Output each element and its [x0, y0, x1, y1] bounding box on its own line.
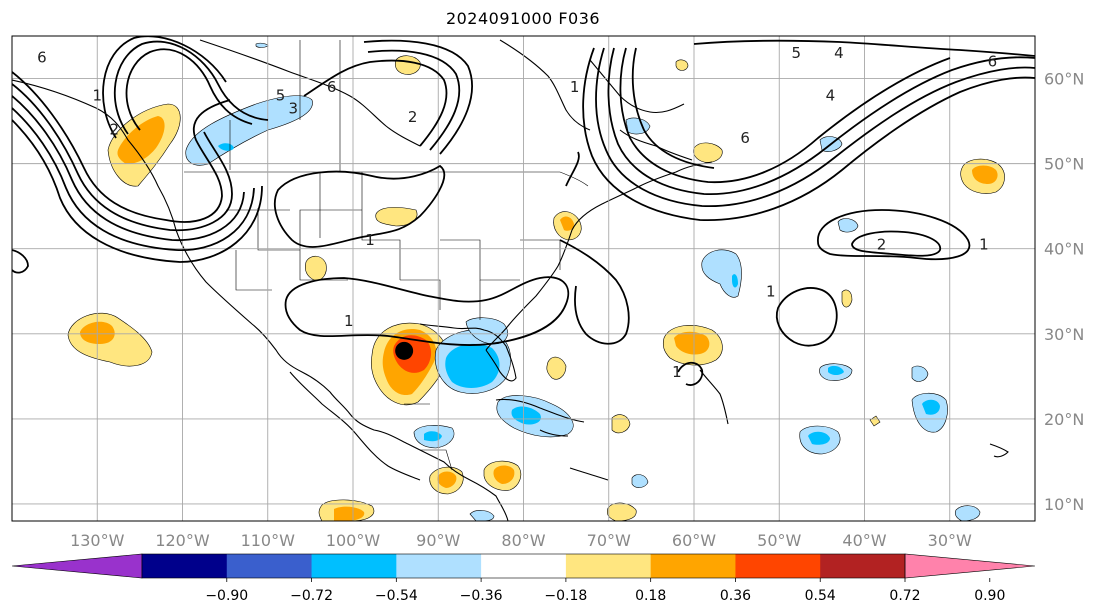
lon-label: 100°W: [326, 531, 381, 550]
lat-label: 30°N: [1044, 325, 1084, 344]
contour-label: 4: [826, 87, 836, 105]
contour-label: 6: [327, 78, 337, 96]
lon-label: 90°W: [416, 531, 460, 550]
contour-label: 1: [365, 231, 375, 249]
lat-label: 50°N: [1044, 155, 1084, 174]
contour-label: 5: [792, 44, 802, 62]
map-frame: [11, 35, 1036, 522]
latitude-labels: 60°N 50°N 40°N 30°N 20°N 10°N: [1044, 70, 1084, 514]
colorbar-segment: [565, 554, 652, 578]
lon-label: 30°W: [928, 531, 972, 550]
colorbar-tick-label: 0.36: [720, 588, 751, 604]
lon-label: 60°W: [672, 531, 716, 550]
contour-label: 1: [570, 78, 580, 96]
colorbar-frame: [141, 553, 906, 579]
colorbar-tick-label: 0.90: [974, 588, 1005, 604]
colorbar-tick-label: −0.72: [290, 588, 333, 604]
political-borders: [184, 40, 589, 471]
contour-label: 3: [289, 99, 299, 117]
colorbar: −0.90 −0.72 −0.54 −0.36 −0.18 0.18 0.36 0.54 0.7…: [11, 553, 1036, 604]
lon-label: 70°W: [587, 531, 631, 550]
coastlines: [12, 39, 1009, 521]
gridlines: [12, 36, 1035, 521]
contour-label: 4: [834, 44, 844, 62]
lat-label: 40°N: [1044, 240, 1084, 259]
anomaly-shading: [67, 42, 1005, 521]
colorbar-extend-low: [11, 553, 143, 579]
map-title: 2024091000 F036: [445, 9, 601, 28]
contour-label: 6: [740, 129, 750, 147]
contour-label: 1: [92, 87, 102, 105]
contour-label: 1: [979, 235, 989, 253]
colorbar-extend-high: [904, 553, 1036, 579]
colorbar-tick-label: 0.18: [635, 588, 666, 604]
colorbar-segment: [142, 554, 228, 578]
longitude-labels: 130°W 120°W 110°W 100°W 90°W 80°W 70°W 60°W 50°W…: [70, 531, 972, 550]
contour-label: 2: [877, 235, 887, 253]
contour-label: 6: [37, 48, 47, 66]
contour-label: 2: [110, 121, 120, 139]
colorbar-tick-label: 0.72: [889, 588, 920, 604]
contour-label: 5: [276, 87, 286, 105]
storm-center-marker: [395, 341, 414, 360]
lat-label: 60°N: [1044, 70, 1084, 89]
colorbar-tick-label: −0.54: [375, 588, 418, 604]
lon-label: 50°W: [757, 531, 801, 550]
contour-label: 1: [344, 312, 354, 330]
contour-label: 1: [0, 261, 8, 279]
colorbar-segment: [311, 554, 397, 578]
colorbar-segment: [820, 554, 906, 578]
colorbar-segment: [650, 554, 736, 578]
contour-label: 1: [672, 363, 682, 381]
colorbar-tick-label: 0.54: [805, 588, 836, 604]
contour-label: 2: [408, 108, 418, 126]
colorbar-tick-label: −0.18: [544, 588, 587, 604]
contour-label: 6: [988, 53, 998, 71]
lon-label: 40°W: [842, 531, 886, 550]
colorbar-segment: [226, 554, 313, 578]
contour-lines: [12, 36, 1035, 386]
colorbar-segment: [481, 554, 567, 578]
contour-label: 1: [766, 282, 776, 300]
colorbar-segment: [735, 554, 821, 578]
lon-label: 120°W: [155, 531, 210, 550]
colorbar-tick-label: −0.36: [460, 588, 503, 604]
colorbar-segment: [396, 554, 482, 578]
colorbar-tick-label: −0.90: [205, 588, 248, 604]
lon-label: 110°W: [241, 531, 296, 550]
lon-label: 130°W: [70, 531, 125, 550]
lat-label: 20°N: [1044, 410, 1084, 429]
lon-label: 80°W: [501, 531, 545, 550]
lat-label: 10°N: [1044, 495, 1084, 514]
